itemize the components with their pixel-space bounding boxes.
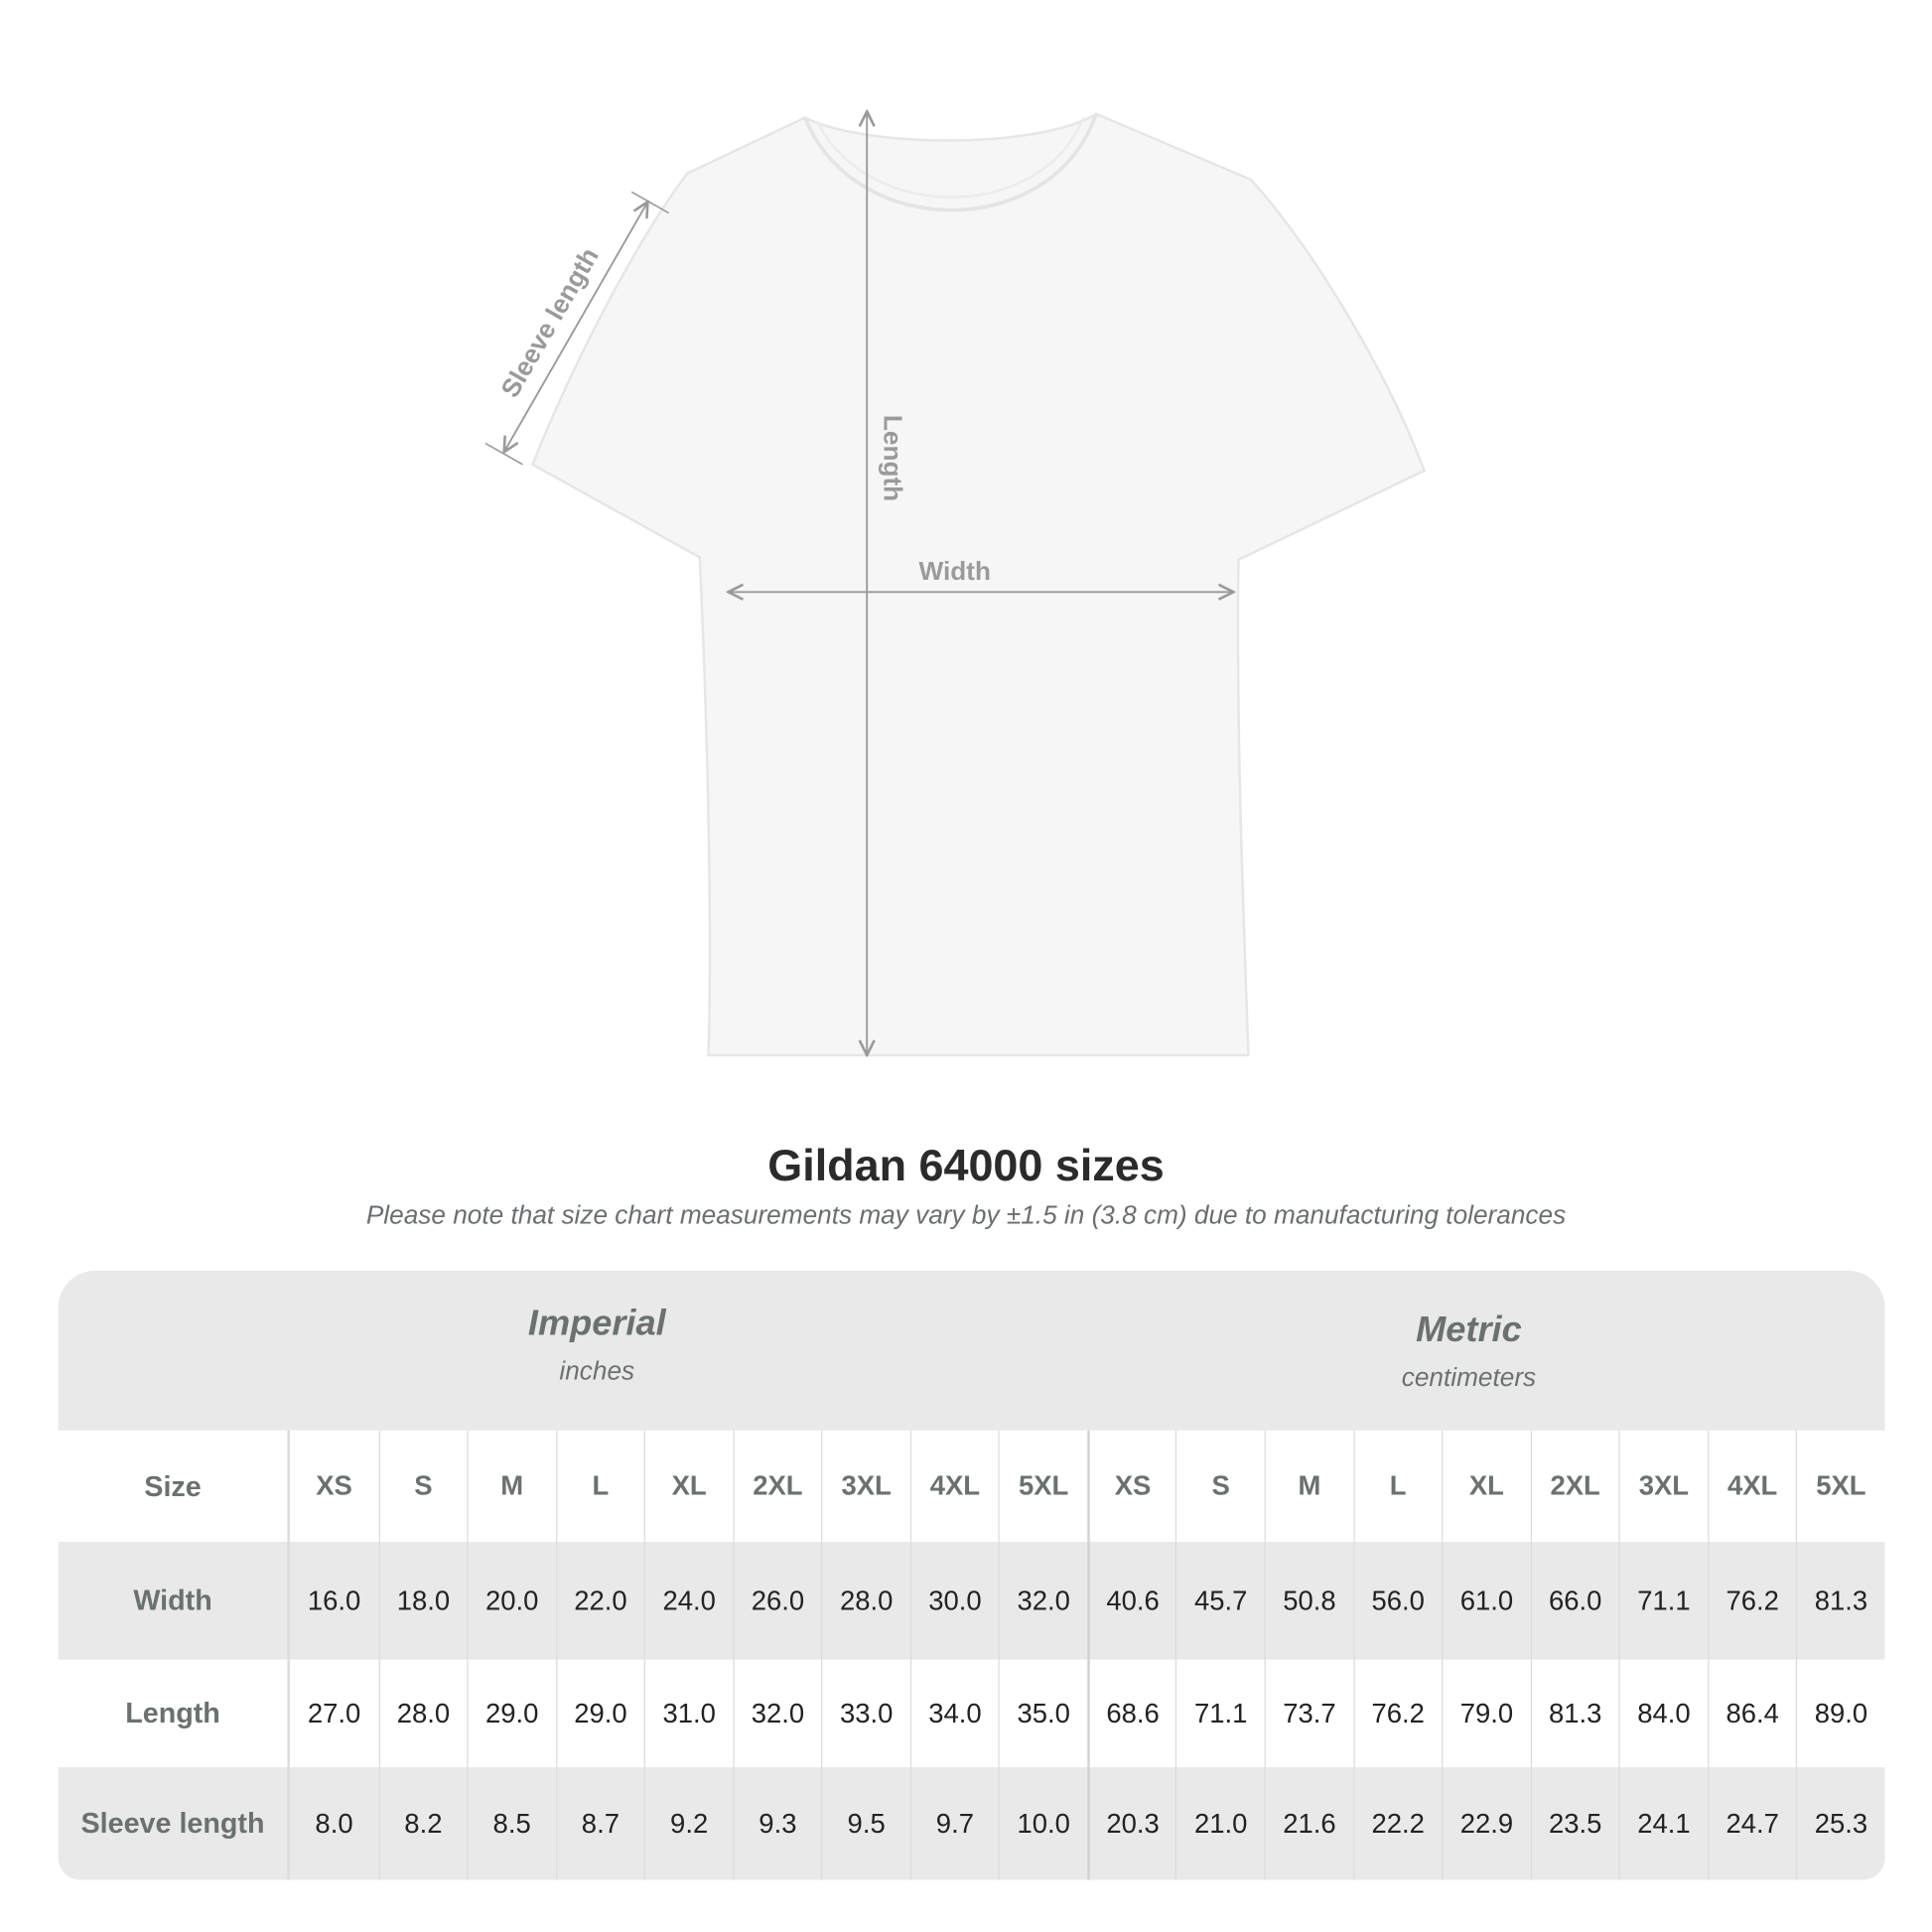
value-cell: 29.0 bbox=[555, 1659, 644, 1768]
tshirt-collar bbox=[803, 113, 1098, 212]
value-cell: 8.5 bbox=[467, 1767, 555, 1880]
size-header-cell: 2XL bbox=[1530, 1430, 1618, 1543]
size-table: Imperial inches Metric centimeters Size X… bbox=[58, 1270, 1885, 1880]
imperial-title: Imperial bbox=[527, 1304, 666, 1344]
value-cell: 79.0 bbox=[1442, 1659, 1530, 1768]
value-cell: 8.2 bbox=[378, 1767, 467, 1880]
value-cell: 76.2 bbox=[1352, 1659, 1442, 1768]
value-cell: 21.0 bbox=[1175, 1767, 1264, 1880]
value-cell: 20.0 bbox=[467, 1542, 555, 1660]
value-cell: 81.3 bbox=[1796, 1542, 1884, 1660]
value-cell: 73.7 bbox=[1264, 1659, 1353, 1768]
size-header-cell: XL bbox=[1442, 1430, 1530, 1543]
table-row-length: Length 27.0 28.0 29.0 29.0 31.0 32.0 33.0 34.0 35… bbox=[59, 1659, 1885, 1768]
size-header-cell: 2XL bbox=[733, 1430, 821, 1543]
length-label: Length bbox=[879, 415, 908, 501]
value-cell: 68.6 bbox=[1087, 1659, 1175, 1768]
value-cell: 27.0 bbox=[307, 1697, 361, 1728]
value-cell: 32.0 bbox=[733, 1659, 821, 1768]
imperial-header: Imperial inches bbox=[349, 1305, 845, 1388]
size-header-cell: 3XL bbox=[1618, 1430, 1708, 1543]
value-cell: 31.0 bbox=[643, 1659, 733, 1768]
value-cell: 81.3 bbox=[1530, 1659, 1618, 1768]
size-header-cell: XS bbox=[316, 1469, 352, 1501]
size-row: Size XS S M L XL 2XL 3XL 4XL 5XL XS S M L XL 2XL 3XL 4XL 5… bbox=[59, 1430, 1885, 1543]
value-cell: 40.6 bbox=[1087, 1542, 1175, 1660]
value-cell: 9.2 bbox=[643, 1767, 733, 1880]
tolerance-note: Please note that size chart measurements… bbox=[365, 1201, 1567, 1230]
value-cell: 71.1 bbox=[1175, 1659, 1264, 1768]
value-cell: 50.8 bbox=[1264, 1542, 1353, 1660]
tshirt-measurement-diagram: Length Width Sleeve length bbox=[484, 0, 1427, 1115]
table-row-sleeve-length: Sleeve length 8.0 8.2 8.5 8.7 9.2 9.3 9.5 9.7 10.… bbox=[58, 1767, 1885, 1880]
value-cell: 9.3 bbox=[733, 1767, 821, 1880]
metric-unit: centimeters bbox=[1401, 1363, 1537, 1393]
value-cell: 25.3 bbox=[1796, 1767, 1884, 1880]
size-header-cell: 4XL bbox=[1707, 1430, 1796, 1543]
value-cell: 22.2 bbox=[1352, 1767, 1442, 1880]
value-cell: 20.3 bbox=[1087, 1767, 1175, 1880]
value-cell: 61.0 bbox=[1442, 1542, 1530, 1660]
row-label: Sleeve length bbox=[59, 1767, 290, 1880]
size-header-cell: S bbox=[378, 1430, 467, 1543]
size-header-cell: 5XL bbox=[1796, 1430, 1884, 1543]
value-cell: 66.0 bbox=[1530, 1542, 1618, 1660]
value-cell: 24.0 bbox=[643, 1542, 733, 1660]
value-cell: 28.0 bbox=[378, 1659, 467, 1768]
table-row-width: Width 16.0 18.0 20.0 22.0 24.0 26.0 28.0 30.0 32.… bbox=[58, 1542, 1885, 1660]
size-header-cell: 3XL bbox=[821, 1430, 909, 1543]
value-cell: 34.0 bbox=[909, 1659, 999, 1768]
size-header-cell: L bbox=[1352, 1430, 1442, 1543]
value-cell: 28.0 bbox=[821, 1542, 909, 1660]
row-label: Size bbox=[59, 1430, 290, 1543]
value-cell: 10.0 bbox=[998, 1767, 1087, 1880]
width-label: Width bbox=[919, 556, 991, 586]
page-title: Gildan 64000 sizes bbox=[767, 1139, 1165, 1190]
row-label: Width bbox=[59, 1542, 290, 1660]
sleeve-arrow bbox=[504, 202, 648, 452]
metric-header: Metric centimeters bbox=[1221, 1311, 1717, 1394]
value-cell: 71.1 bbox=[1618, 1542, 1708, 1660]
value-cell: 16.0 bbox=[307, 1585, 361, 1616]
value-cell: 8.7 bbox=[555, 1767, 644, 1880]
value-cell: 29.0 bbox=[467, 1659, 555, 1768]
size-header-cell: M bbox=[1264, 1430, 1353, 1543]
size-header-cell: XL bbox=[643, 1430, 733, 1543]
imperial-unit: inches bbox=[559, 1357, 635, 1386]
value-cell: 23.5 bbox=[1530, 1767, 1618, 1880]
row-label: Length bbox=[59, 1659, 290, 1768]
unit-header: Imperial inches Metric centimeters bbox=[58, 1270, 1885, 1431]
value-cell: 21.6 bbox=[1264, 1767, 1353, 1880]
value-cell: 32.0 bbox=[998, 1542, 1087, 1660]
value-cell: 9.7 bbox=[909, 1767, 999, 1880]
value-cell: 9.5 bbox=[821, 1767, 909, 1880]
value-cell: 84.0 bbox=[1618, 1659, 1708, 1768]
size-header-cell: 5XL bbox=[998, 1430, 1087, 1543]
size-header-cell: M bbox=[467, 1430, 555, 1543]
size-header-cell: S bbox=[1175, 1430, 1264, 1543]
value-cell: 45.7 bbox=[1175, 1542, 1264, 1660]
metric-title: Metric bbox=[1416, 1310, 1522, 1350]
value-cell: 35.0 bbox=[998, 1659, 1087, 1768]
value-cell: 89.0 bbox=[1796, 1659, 1884, 1768]
value-cell: 24.7 bbox=[1707, 1767, 1796, 1880]
value-cell: 18.0 bbox=[378, 1542, 467, 1660]
size-header-cell: L bbox=[555, 1430, 644, 1543]
value-cell: 56.0 bbox=[1352, 1542, 1442, 1660]
size-header-cell: XS bbox=[1087, 1430, 1175, 1543]
value-cell: 30.0 bbox=[909, 1542, 999, 1660]
value-cell: 86.4 bbox=[1707, 1659, 1796, 1768]
value-cell: 22.9 bbox=[1442, 1767, 1530, 1880]
size-header-cell: 4XL bbox=[909, 1430, 999, 1543]
value-cell: 24.1 bbox=[1618, 1767, 1708, 1880]
value-cell: 22.0 bbox=[555, 1542, 644, 1660]
value-cell: 8.0 bbox=[315, 1807, 353, 1839]
value-cell: 76.2 bbox=[1707, 1542, 1796, 1660]
value-cell: 33.0 bbox=[821, 1659, 909, 1768]
value-cell: 26.0 bbox=[733, 1542, 821, 1660]
